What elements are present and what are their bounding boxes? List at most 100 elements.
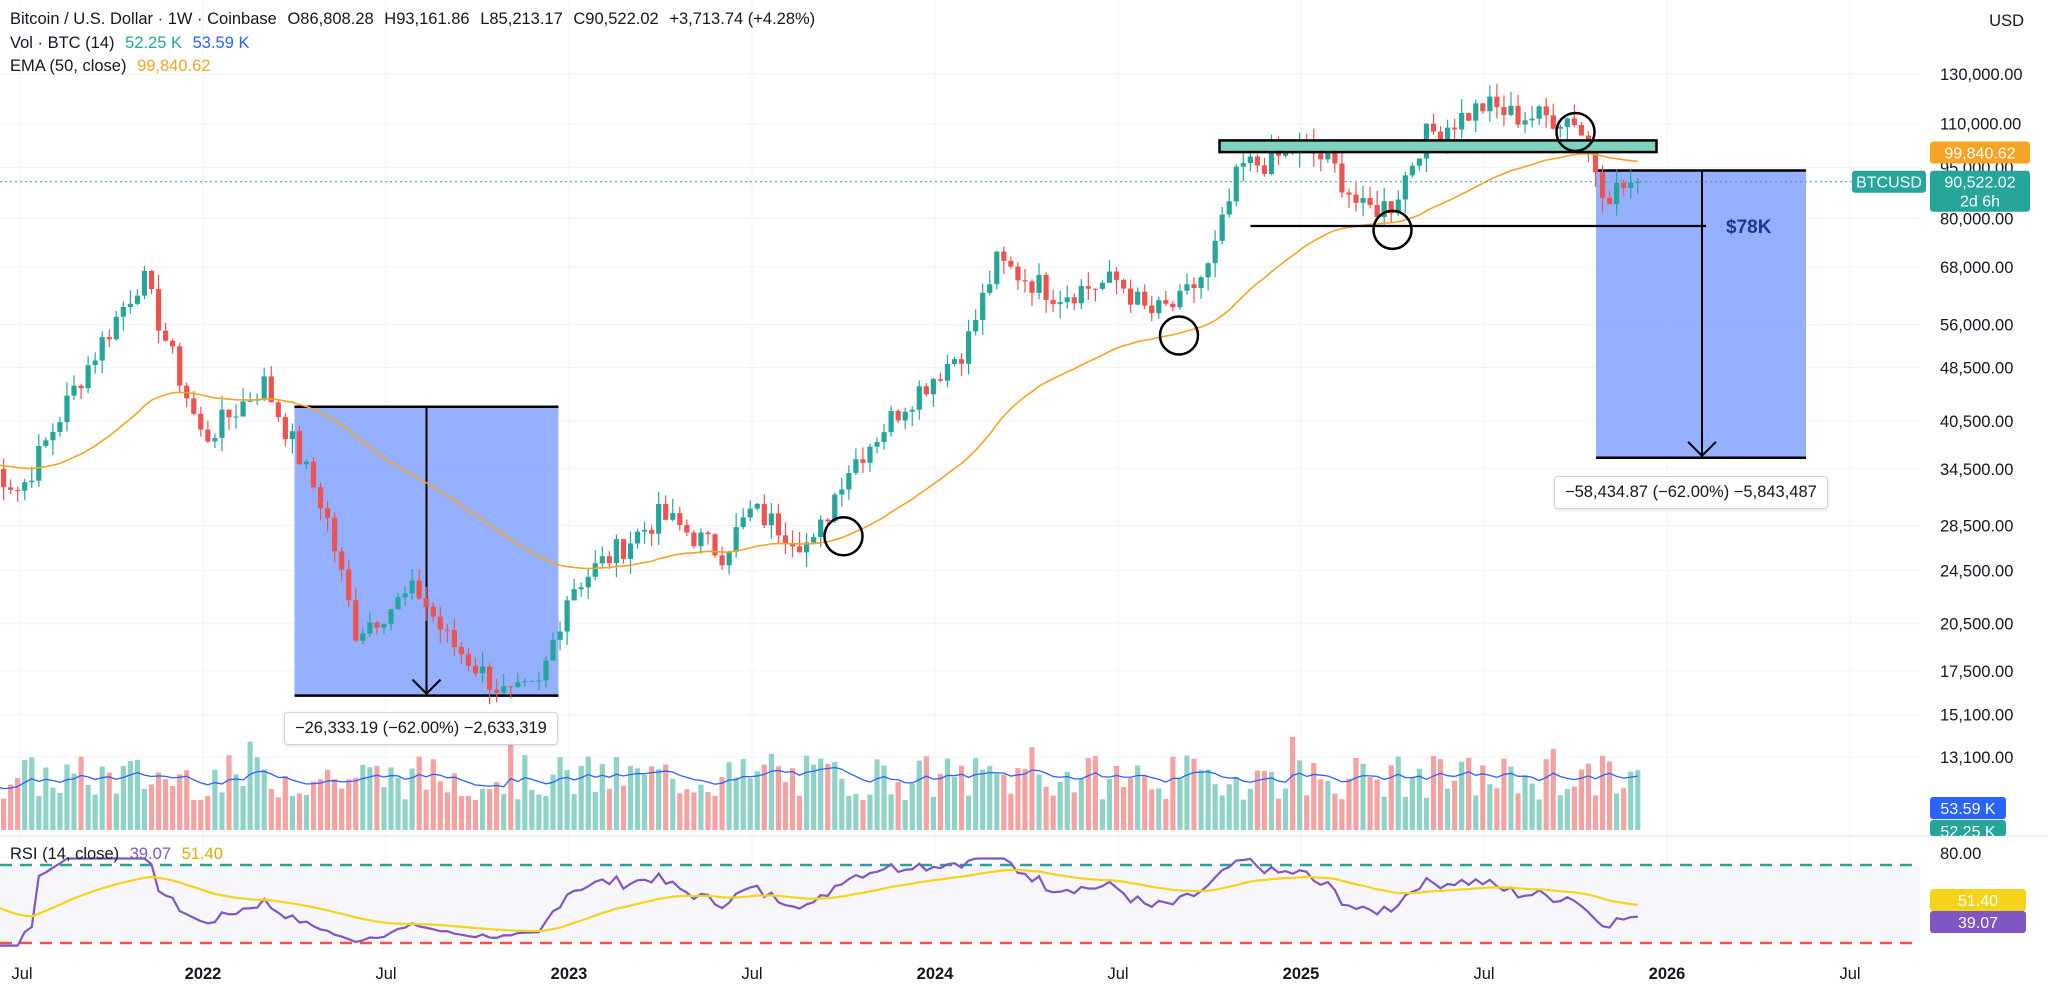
candle-body-78 [536, 680, 542, 682]
volume-bar-86 [592, 792, 598, 830]
candle-body-151 [1050, 300, 1056, 305]
candle-body-102 [705, 532, 711, 535]
volume-bar-214 [1494, 788, 1500, 830]
candle-body-63 [430, 606, 436, 617]
volume-bar-123 [853, 793, 859, 830]
candle-body-33 [219, 409, 225, 438]
candle-body-85 [585, 576, 591, 588]
candle-body-84 [578, 587, 584, 590]
rsi-ma-tag-bg [1930, 889, 2026, 911]
symbol-legend[interactable]: Bitcoin / U.S. Dollar · 1W · Coinbase O8… [10, 10, 821, 29]
candle-body-148 [1029, 281, 1035, 293]
measure-boxes: $78K [294, 169, 1806, 697]
candle-body-159 [1106, 271, 1113, 283]
time-axis[interactable]: Jul 2022 Jul 2023 Jul 2024 Jul 2025 Jul 2026 Jul [11, 965, 1860, 983]
candle-body-154 [1071, 297, 1077, 304]
volume-bar-21 [134, 760, 141, 830]
time-tick-3: 2023 [551, 965, 588, 983]
candle-body-100 [691, 532, 697, 547]
candle-body-37 [247, 400, 253, 402]
time-tick-1: 2022 [185, 965, 222, 983]
candle-body-90 [620, 539, 627, 559]
ema-legend[interactable]: EMA (50, close) 99,840.62 [10, 57, 216, 76]
volume-bar-67 [458, 795, 465, 830]
rsi-legend[interactable]: RSI (14, close) 39.07 51.40 [10, 845, 229, 864]
volume-bar-174 [1212, 784, 1218, 830]
volume-bar-79 [543, 795, 549, 830]
candle-body-173 [1205, 263, 1211, 278]
candle-body-199 [1388, 201, 1394, 214]
candle-body-99 [684, 524, 690, 533]
volume-bar-129 [895, 782, 901, 830]
volume-bar-183 [1275, 798, 1282, 830]
volume-bar-56 [381, 787, 387, 830]
candle-body-164 [1142, 291, 1148, 306]
currency-label[interactable]: USD [1989, 12, 2024, 30]
volume-bar-103 [712, 795, 718, 830]
volume-bar-65 [444, 792, 450, 830]
volume-bar-2 [0, 798, 7, 830]
candle-body-181 [1261, 165, 1268, 174]
volume-bar-212 [1480, 765, 1486, 830]
candle-body-150 [1043, 274, 1049, 301]
candle-body-67 [458, 647, 465, 655]
volume-bar-171 [1191, 758, 1197, 830]
candle-body-46 [310, 461, 317, 488]
candle-body-41 [275, 402, 281, 418]
rsi-label: RSI (14, close) [10, 845, 120, 863]
volume-bar-22 [141, 789, 148, 830]
candle-body-66 [451, 630, 457, 648]
price-axis[interactable]: 130,000.00110,000.0095,000.0080,000.0068… [1940, 66, 2023, 863]
candle-body-180 [1254, 156, 1260, 166]
candle-body-118 [818, 519, 824, 538]
volume-bar-68 [465, 795, 472, 830]
candle-body-234 [1635, 181, 1641, 183]
candle-body-60 [409, 580, 415, 594]
volume-bar-108 [747, 778, 753, 830]
time-tick-8: Jul [1473, 965, 1494, 983]
rsi-tag-text-0: 39.07 [1958, 915, 1998, 932]
volume-bar-100 [691, 792, 697, 830]
volume-bar-130 [902, 799, 908, 830]
candle-body-11 [64, 395, 70, 423]
volume-bar-45 [303, 794, 310, 830]
volume-bar-5 [22, 760, 28, 830]
volume-bar-139 [965, 795, 972, 830]
candle-body-74 [508, 686, 514, 688]
volume-bar-104 [719, 777, 725, 830]
candle-body-167 [1163, 300, 1169, 304]
volume-bar-112 [775, 766, 782, 830]
volume-bar-203 [1416, 768, 1423, 830]
volume-bar-62 [423, 789, 429, 830]
volume-bar-157 [1092, 756, 1098, 830]
candle-body-228 [1592, 150, 1599, 173]
volume-bar-227 [1585, 763, 1592, 830]
rsi-value-2: 51.40 [181, 845, 223, 863]
volume-bar-75 [515, 799, 521, 830]
candle-body-92 [634, 531, 641, 544]
candle-body-198 [1381, 201, 1387, 217]
vol-tag-bg [1930, 820, 2006, 836]
volume-bar-23 [148, 784, 155, 830]
vol-tag-text-0: 52.25 K [1940, 824, 1995, 841]
ema-value: 99,840.62 [137, 57, 211, 75]
candle-body-54 [367, 622, 373, 634]
candle-body-61 [416, 580, 422, 599]
volume-bar-193 [1346, 778, 1352, 830]
volume-legend[interactable]: Vol · BTC (14) 52.25 K 53.59 K [10, 34, 256, 53]
volume-bar-204 [1423, 797, 1430, 830]
candle-body-48 [325, 508, 331, 518]
candle-body-135 [937, 379, 944, 381]
volume-bar-209 [1459, 761, 1465, 830]
volume-bar-76 [522, 755, 528, 830]
candle-body-208 [1452, 127, 1458, 130]
volume-bars [0, 730, 1641, 830]
candle-body-125 [867, 446, 873, 463]
volume-bar-78 [536, 794, 542, 830]
candle-body-196 [1367, 198, 1373, 206]
volume-bar-141 [980, 769, 986, 830]
volume-bar-226 [1578, 769, 1585, 830]
candle-body-21 [134, 295, 141, 304]
candle-body-112 [775, 513, 782, 536]
